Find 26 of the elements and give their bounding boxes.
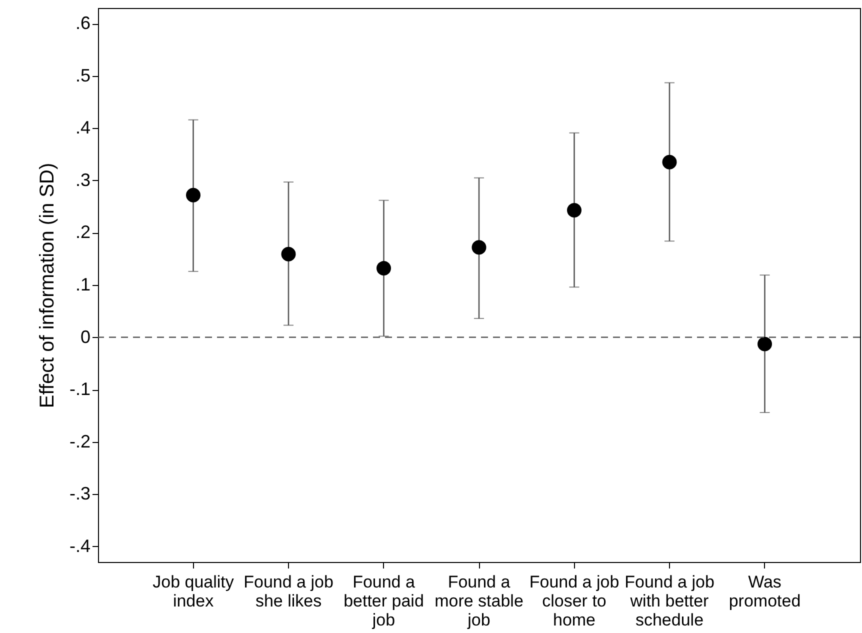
point [662, 154, 677, 170]
point [376, 261, 391, 276]
y-axis-title: Effect of information (in SD) [36, 162, 58, 408]
point [758, 336, 772, 352]
point [567, 203, 582, 218]
y-tick-label: 0 [80, 326, 90, 347]
point [281, 246, 296, 262]
y-tick-label: -.1 [69, 379, 90, 400]
y-tick-label: -.3 [69, 484, 90, 504]
x-tick-label: Found a job she likes [244, 572, 334, 610]
y-tick-label: .3 [75, 170, 90, 190]
x-tick-label: Found a job with better schedule [624, 572, 714, 630]
point [472, 240, 486, 255]
y-tick-label: .1 [75, 274, 90, 294]
x-tick-label: Job quality index [152, 572, 234, 610]
y-tick-label: .2 [75, 222, 90, 242]
point [186, 188, 200, 202]
x-tick-label: Was promoted [728, 572, 801, 610]
x-tick-label: Found a better paid job [344, 572, 424, 630]
x-tick-label: Found a more stable job [434, 572, 524, 630]
x-tick-label: Found a job closer to home [529, 572, 620, 630]
y-tick-label: -.4 [69, 536, 90, 556]
y-tick-label: .4 [75, 118, 90, 138]
y-tick-label: .5 [75, 65, 90, 86]
y-tick-label: -.2 [69, 431, 90, 452]
y-tick-label: .6 [75, 13, 90, 34]
